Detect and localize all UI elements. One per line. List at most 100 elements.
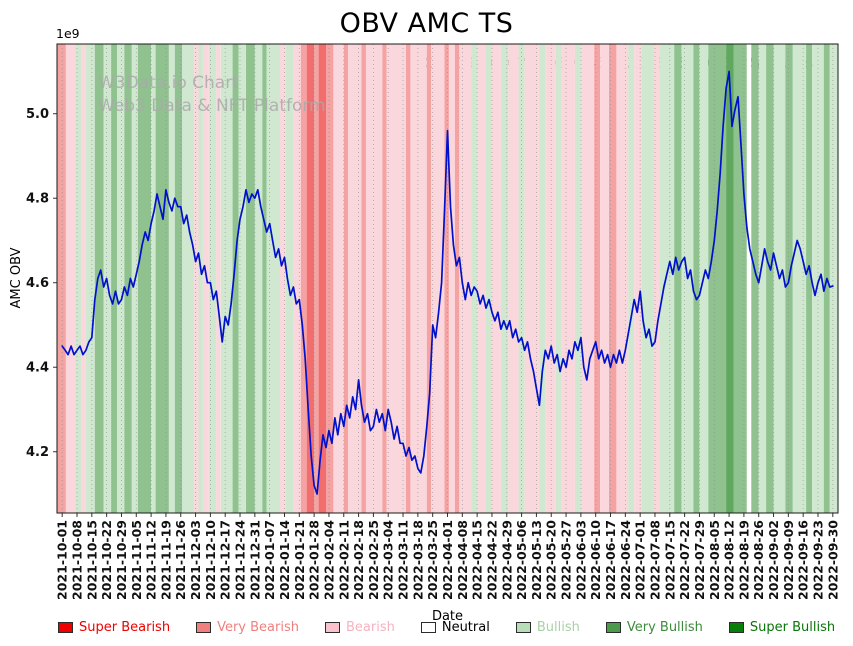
sentiment-band-bearish	[561, 44, 575, 513]
sentiment-band-very_bullish	[751, 44, 759, 513]
legend-item-bullish: Bullish	[515, 620, 580, 635]
legend-item-neutral: Neutral	[420, 620, 490, 635]
sentiment-band-very_bullish	[174, 44, 183, 513]
x-tick-label: 2022-08-05	[707, 520, 722, 600]
legend-label-super-bullish: Super Bullish	[749, 620, 836, 635]
sentiment-band-bullish	[829, 44, 838, 513]
x-tick-label: 2022-07-15	[662, 520, 677, 600]
sentiment-band-bearish	[600, 44, 609, 513]
sentiment-band-bullish	[471, 44, 478, 513]
x-tick-label: 2022-08-12	[722, 520, 737, 600]
x-tick-label: 2021-12-10	[203, 520, 218, 600]
legend-swatch-bullish	[515, 622, 531, 633]
sentiment-band-bearish	[81, 44, 86, 513]
x-tick-label: 2022-07-29	[692, 520, 707, 600]
legend-swatch-bearish	[324, 622, 340, 633]
sentiment-band-bearish	[545, 44, 556, 513]
sentiment-band-bullish	[220, 44, 233, 513]
x-tick-label: 2022-04-01	[440, 520, 455, 600]
sentiment-band-bearish	[653, 44, 660, 513]
x-tick-label: 2022-02-25	[366, 520, 381, 600]
legend-swatch-very-bearish	[196, 622, 212, 633]
sentiment-band-bullish	[659, 44, 675, 513]
sentiment-band-very_bearish	[426, 44, 432, 513]
watermark-line1: W3Data.io Chart	[98, 73, 239, 93]
sentiment-band-bullish	[208, 44, 217, 513]
sentiment-band-bullish	[486, 44, 492, 513]
sentiment-band-bearish	[580, 44, 595, 513]
sentiment-band-neutral	[746, 44, 752, 513]
sentiment-band-bullish	[75, 44, 82, 513]
x-tick-label: 2021-10-08	[70, 520, 85, 600]
sentiment-band-very_bearish	[314, 44, 319, 513]
x-tick-label: 2022-03-11	[396, 520, 411, 600]
x-tick-label: 2022-02-11	[336, 520, 351, 600]
sentiment-band-bearish	[293, 44, 301, 513]
sentiment-band-very_bearish	[609, 44, 617, 513]
sentiment-band-bearish	[634, 44, 642, 513]
sentiment-band-bullish	[555, 44, 562, 513]
sentiment-band-very_bearish	[454, 44, 460, 513]
sentiment-band-super_bullish	[726, 44, 734, 513]
sentiment-band-very_bearish	[594, 44, 601, 513]
legend-label-neutral: Neutral	[441, 620, 490, 635]
legend-label-bearish: Bearish	[345, 620, 395, 635]
sentiment-band-very_bearish	[326, 44, 334, 513]
sentiment-band-bullish	[117, 44, 125, 513]
sentiment-band-bearish	[348, 44, 362, 513]
y-axis-offset-label: 1e9	[56, 26, 80, 41]
x-tick-label: 2021-12-31	[247, 520, 262, 600]
sentiment-band-bullish	[812, 44, 824, 513]
x-tick-label: 2021-12-03	[188, 520, 203, 600]
legend-swatch-super-bearish	[58, 622, 73, 633]
obv-line	[61, 70, 834, 495]
sentiment-band-bullish	[628, 44, 635, 513]
sentiment-band-very_bearish	[382, 44, 387, 513]
x-tick-label: 2021-10-01	[55, 520, 70, 600]
x-tick-label: 2021-11-26	[173, 520, 188, 600]
sentiment-band-bullish	[518, 44, 525, 513]
legend-label-very-bullish: Very Bullish	[626, 620, 703, 635]
sentiment-legend: Super Bearish Very Bearish Bearish Neutral B…	[58, 620, 835, 635]
legend-swatch-super-bullish	[728, 622, 744, 633]
watermark: W3Data.io Chart Web3 Data & NFT Platform	[98, 72, 326, 118]
sentiment-band-bearish	[386, 44, 406, 513]
x-tick-label: 2022-08-26	[751, 520, 766, 600]
y-axis-label: AMC OBV	[9, 247, 24, 309]
sentiment-band-bullish	[182, 44, 195, 513]
x-tick-label: 2022-05-13	[529, 520, 544, 600]
sentiment-band-very_bearish	[57, 44, 66, 513]
sentiment-band-very_bearish	[343, 44, 349, 513]
x-tick-label: 2022-05-27	[559, 520, 574, 600]
legend-swatch-very-bullish	[605, 622, 621, 633]
sentiment-band-bearish	[524, 44, 540, 513]
y-tick-label: 4.2	[26, 445, 49, 460]
x-tick-label: 2021-11-12	[144, 520, 159, 600]
legend-item-bearish: Bearish	[324, 620, 395, 635]
sentiment-band-bullish	[168, 44, 175, 513]
sentiment-band-bearish	[280, 44, 286, 513]
sentiment-band-bearish	[449, 44, 455, 513]
sentiment-band-bullish	[85, 44, 95, 513]
sentiment-band-very_bullish	[137, 44, 152, 513]
x-tick-label: 2022-06-17	[603, 520, 618, 600]
x-tick-label: 2021-10-15	[84, 520, 99, 600]
x-tick-label: 2022-09-16	[796, 520, 811, 600]
sentiment-band-very_bullish	[766, 44, 774, 513]
x-tick-label: 2022-04-29	[499, 520, 514, 600]
sentiment-band-bearish	[477, 44, 486, 513]
x-tick-label: 2022-04-15	[470, 520, 485, 600]
x-tick-label: 2022-02-18	[351, 520, 366, 600]
x-tick-label: 2022-09-02	[766, 520, 781, 600]
sentiment-band-bullish	[539, 44, 546, 513]
x-tick-label: 2022-06-24	[618, 520, 633, 600]
legend-label-bullish: Bullish	[536, 620, 580, 635]
sentiment-band-bearish	[194, 44, 199, 513]
sentiment-band-very_bullish	[806, 44, 812, 513]
sentiment-band-bullish	[198, 44, 203, 513]
x-tick-label: 2022-06-10	[588, 520, 603, 600]
sentiment-band-bearish	[492, 44, 501, 513]
sentiment-band-bearish	[410, 44, 427, 513]
x-tick-label: 2021-10-22	[99, 520, 114, 600]
